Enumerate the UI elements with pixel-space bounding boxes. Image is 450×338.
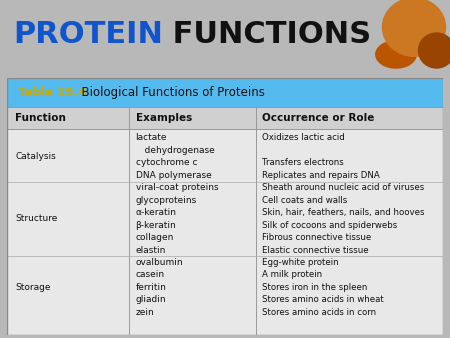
Text: Fibrous connective tissue: Fibrous connective tissue (262, 233, 371, 242)
Ellipse shape (418, 33, 450, 68)
FancyBboxPatch shape (2, 75, 448, 337)
Text: zein: zein (135, 308, 154, 317)
Text: Occurrence or Role: Occurrence or Role (262, 113, 374, 123)
Text: Structure: Structure (15, 214, 58, 223)
Text: viral-coat proteins: viral-coat proteins (135, 183, 218, 192)
Text: Elastic connective tissue: Elastic connective tissue (262, 245, 369, 255)
Text: Storage: Storage (15, 283, 51, 292)
Text: cytochrome c: cytochrome c (135, 158, 197, 167)
Text: α-keratin: α-keratin (135, 208, 176, 217)
Text: glycoproteins: glycoproteins (135, 196, 197, 205)
Ellipse shape (376, 41, 416, 68)
Text: Examples: Examples (135, 113, 192, 123)
Text: Catalysis: Catalysis (15, 152, 56, 161)
Ellipse shape (382, 0, 446, 56)
Text: PROTEIN: PROTEIN (14, 21, 163, 49)
Text: casein: casein (135, 270, 165, 280)
Bar (7, 107, 443, 129)
Text: Stores iron in the spleen: Stores iron in the spleen (262, 283, 368, 292)
Text: Cell coats and walls: Cell coats and walls (262, 196, 347, 205)
Text: DNA polymerase: DNA polymerase (135, 171, 211, 180)
Text: ferritin: ferritin (135, 283, 166, 292)
Text: ovalbumin: ovalbumin (135, 258, 183, 267)
Text: Table 19.4: Table 19.4 (18, 86, 86, 99)
Text: Skin, hair, feathers, nails, and hooves: Skin, hair, feathers, nails, and hooves (262, 208, 425, 217)
Text: β-keratin: β-keratin (135, 221, 176, 230)
Text: Stores amino acids in wheat: Stores amino acids in wheat (262, 295, 384, 304)
Text: Function: Function (15, 113, 66, 123)
Text: Biological Functions of Proteins: Biological Functions of Proteins (74, 86, 266, 99)
Text: Oxidizes lactic acid: Oxidizes lactic acid (262, 134, 345, 142)
Bar (7, 129, 443, 335)
Text: Transfers electrons: Transfers electrons (262, 158, 344, 167)
Text: Stores amino acids in corn: Stores amino acids in corn (262, 308, 376, 317)
Text: dehydrogenase: dehydrogenase (135, 146, 214, 155)
Text: A milk protein: A milk protein (262, 270, 322, 280)
Text: FUNCTIONS: FUNCTIONS (162, 21, 371, 49)
Text: Silk of cocoons and spiderwebs: Silk of cocoons and spiderwebs (262, 221, 397, 230)
Text: lactate: lactate (135, 134, 167, 142)
Text: Egg-white protein: Egg-white protein (262, 258, 339, 267)
Text: Sheath around nucleic acid of viruses: Sheath around nucleic acid of viruses (262, 183, 424, 192)
Text: Replicates and repairs DNA: Replicates and repairs DNA (262, 171, 380, 180)
Text: collagen: collagen (135, 233, 174, 242)
FancyBboxPatch shape (2, 75, 448, 110)
Text: elastin: elastin (135, 245, 166, 255)
Text: gliadin: gliadin (135, 295, 166, 304)
